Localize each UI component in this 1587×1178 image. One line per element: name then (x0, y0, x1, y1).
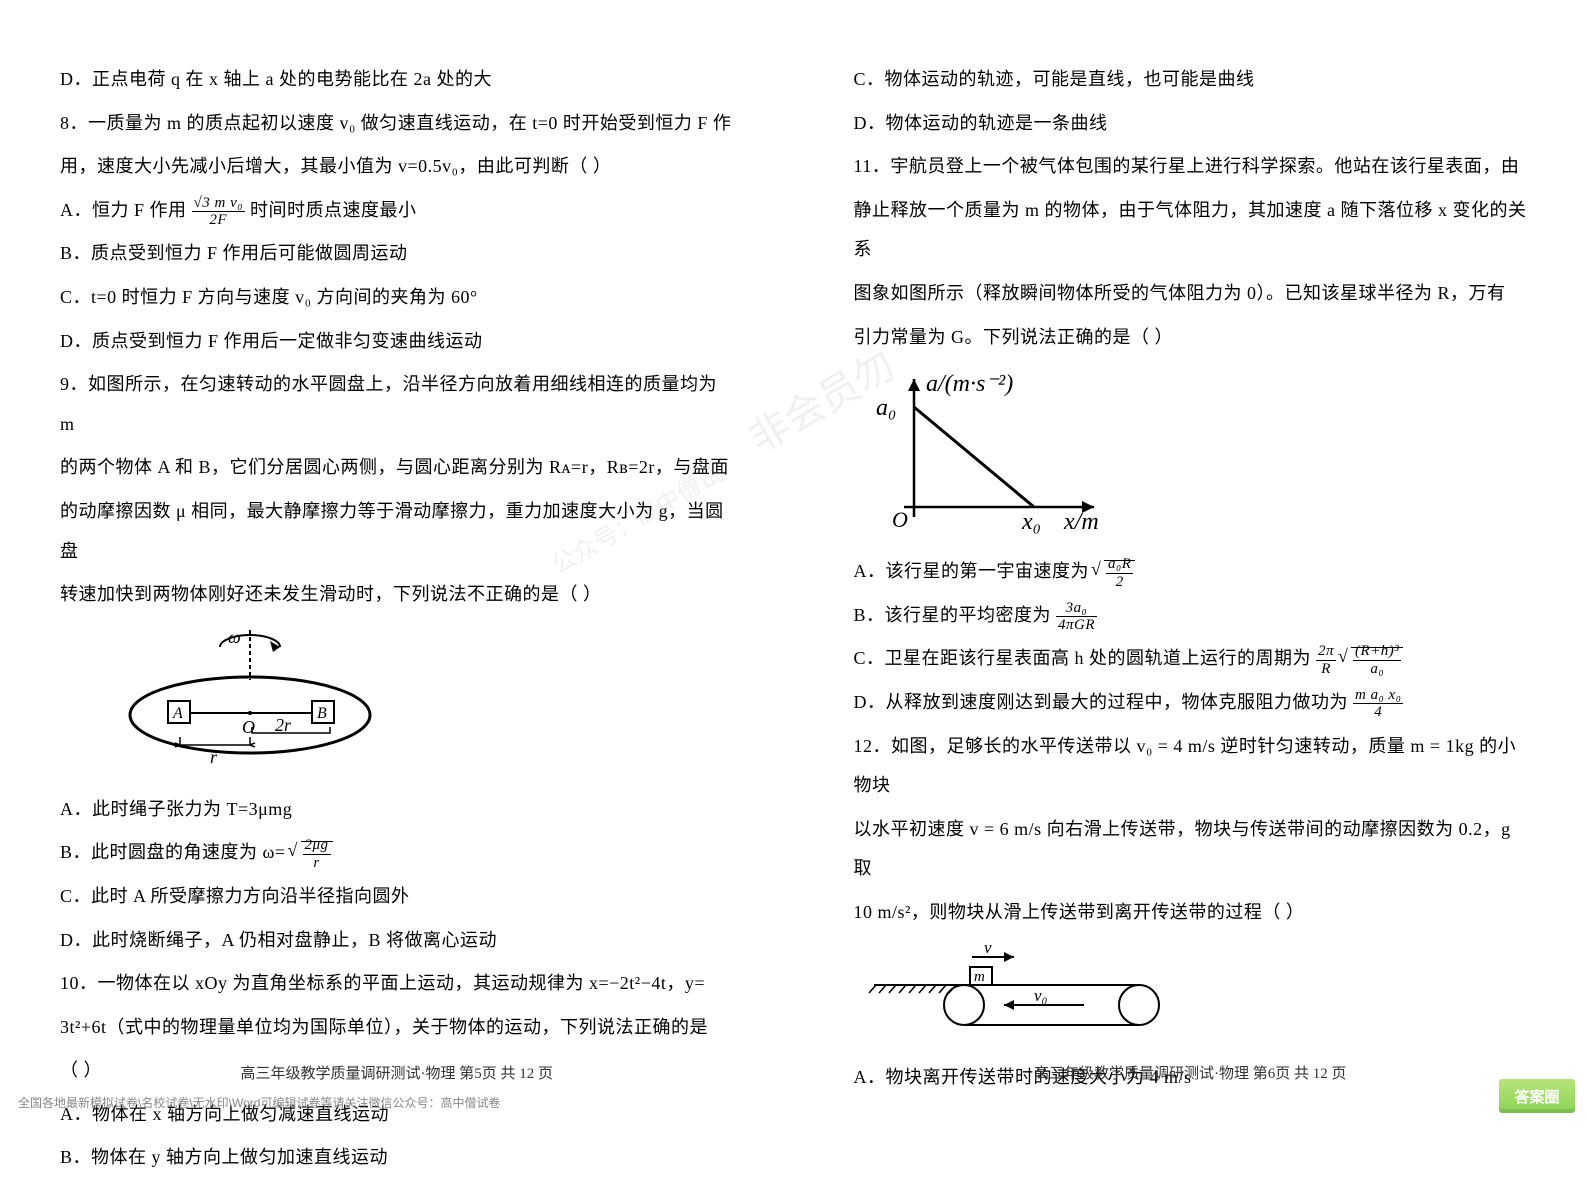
svg-text:r: r (210, 747, 218, 767)
right-column: C．物体运动的轨迹，可能是直线，也可能是曲线 D．物体运动的轨迹是一条曲线 11… (794, 0, 1587, 1123)
svg-text:ω: ω (228, 627, 241, 647)
bottom-note: 全国各地最新模拟试卷\名校试卷\无水印\Word可编辑试卷等请关注微信公众号：高… (18, 1094, 500, 1111)
page-container: D．正点电荷 q 在 x 轴上 a 处的电势能比在 2a 处的大 8．一质量为 … (0, 0, 1587, 1123)
option-b: B．该行星的平均密度为 3a₀4πGR (854, 596, 1528, 636)
svg-text:x/m: x/m (1063, 509, 1099, 535)
belt-svg: m v v₀ (864, 943, 1164, 1043)
option-c: C．卫星在距该行星表面高 h 处的圆轨道上运行的周期为 2πR (R+h)³a₀ (854, 639, 1528, 679)
option-text: A．恒力 F 作用 (60, 200, 192, 220)
page-footer: 高三年级教学质量调研测试·物理 第5页 共 12 页 (0, 1062, 794, 1083)
option-text: 时间时质点速度最小 (250, 200, 417, 220)
option-b: B．此时圆盘的角速度为 ω= 2μg r (60, 833, 734, 873)
text-line: 以水平初速度 v = 6 m/s 向右滑上传送带，物块与传送带间的动摩擦因数为 … (854, 810, 1528, 889)
option-a: A．该行星的第一宇宙速度为 a₀R2 (854, 552, 1528, 592)
left-column: D．正点电荷 q 在 x 轴上 a 处的电势能比在 2a 处的大 8．一质量为 … (0, 0, 794, 1123)
text-line: 的动摩擦因数 μ 相同，最大静摩擦力等于滑动摩擦力，重力加速度大小为 g，当圆盘 (60, 492, 734, 571)
text-line: 静止释放一个质量为 m 的物体，由于气体阻力，其加速度 a 随下落位移 x 变化… (854, 191, 1528, 270)
text-line: 转速加快到两物体刚好还未发生滑动时，下列说法不正确的是（ ） (60, 575, 734, 615)
text-line: 9．如图所示，在匀速转动的水平圆盘上，沿半径方向放着用细线相连的质量均为 m (60, 365, 734, 444)
text-line: D．正点电荷 q 在 x 轴上 a 处的电势能比在 2a 处的大 (60, 60, 734, 100)
svg-text:a/(m·s⁻²): a/(m·s⁻²) (926, 371, 1013, 397)
answer-logo: 答案圈 (1499, 1079, 1575, 1113)
text-line: 用，速度大小先减小后增大，其最小值为 v=0.5v₀，由此可判断（ ） (60, 147, 734, 187)
sqrt: a₀R2 (1094, 552, 1135, 592)
option-text: B．此时圆盘的角速度为 ω= (60, 842, 286, 862)
text-line: D．物体运动的轨迹是一条曲线 (854, 104, 1528, 144)
option-d: D．从释放到速度刚达到最大的过程中，物体克服阻力做功为 m a₀ x₀4 (854, 683, 1528, 723)
text-line: 12．如图，足够长的水平传送带以 v₀ = 4 m/s 逆时针匀速转动，质量 m… (854, 727, 1528, 806)
svg-text:O: O (892, 507, 908, 532)
fraction: √3 m v₀ 2F (192, 195, 245, 229)
svg-text:2r: 2r (275, 715, 292, 735)
text-line: C．物体运动的轨迹，可能是直线，也可能是曲线 (854, 60, 1528, 100)
disk-svg: ω A B O r 2r (120, 625, 380, 775)
svg-text:v₀: v₀ (1034, 986, 1048, 1005)
svg-text:B: B (317, 705, 327, 722)
text-line: 10．一物体在以 xOy 为直角坐标系的平面上运动，其运动规律为 x=−2t²−… (60, 964, 734, 1004)
text-line: 11．宇航员登上一个被气体包围的某行星上进行科学探索。他站在该行星表面，由 (854, 147, 1528, 187)
sqrt: 2μg r (291, 833, 333, 873)
fraction: 3a₀4πGR (1056, 600, 1097, 634)
graph-svg: a/(m·s⁻²) x/m a₀ x₀ O (864, 367, 1124, 537)
text-line: 图象如图所示（释放瞬间物体所受的气体阻力为 0）。已知该星球半径为 R，万有 (854, 274, 1528, 314)
fraction: m a₀ x₀4 (1353, 687, 1403, 721)
text-line: 的两个物体 A 和 B，它们分居圆心两侧，与圆心距离分别为 Rᴀ=r，Rʙ=2r… (60, 448, 734, 488)
text-line: 引力常量为 G。下列说法正确的是（ ） (854, 318, 1528, 358)
option-d: D．质点受到恒力 F 作用后一定做非匀变速曲线运动 (60, 322, 734, 362)
belt-figure: m v v₀ (864, 943, 1528, 1048)
svg-text:a₀: a₀ (876, 395, 896, 421)
accel-graph: a/(m·s⁻²) x/m a₀ x₀ O (864, 367, 1528, 542)
option-d: D．此时烧断绳子，A 仍相对盘静止，B 将做离心运动 (60, 921, 734, 961)
svg-text:O: O (242, 717, 255, 737)
option-c: C．t=0 时恒力 F 方向与速度 v₀ 方向间的夹角为 60° (60, 278, 734, 318)
page-footer: 高三年级教学质量调研测试·物理 第6页 共 12 页 (794, 1062, 1587, 1083)
option-a: A．恒力 F 作用 √3 m v₀ 2F 时间时质点速度最小 (60, 191, 734, 231)
svg-text:v: v (984, 943, 992, 957)
svg-text:m: m (974, 969, 985, 985)
sqrt: (R+h)³a₀ (1341, 639, 1403, 679)
svg-text:A: A (172, 705, 183, 722)
svg-text:x₀: x₀ (1021, 509, 1041, 535)
option-a: A．此时绳子张力为 T=3μmg (60, 790, 734, 830)
text-line: 8．一质量为 m 的质点起初以速度 v₀ 做匀速直线运动，在 t=0 时开始受到… (60, 104, 734, 144)
text-line: 10 m/s²，则物块从滑上传送带到离开传送带的过程（ ） (854, 893, 1528, 933)
option-c: C．此时 A 所受摩擦力方向沿半径指向圆外 (60, 877, 734, 917)
disk-figure: ω A B O r 2r (120, 625, 734, 780)
text-line: 3t²+6t（式中的物理量单位均为国际单位），关于物体的运动，下列说法正确的是 (60, 1008, 734, 1048)
fraction: 2πR (1316, 643, 1336, 677)
option-b: B．物体在 y 轴方向上做匀加速直线运动 (60, 1138, 734, 1178)
option-b: B．质点受到恒力 F 作用后可能做圆周运动 (60, 234, 734, 274)
